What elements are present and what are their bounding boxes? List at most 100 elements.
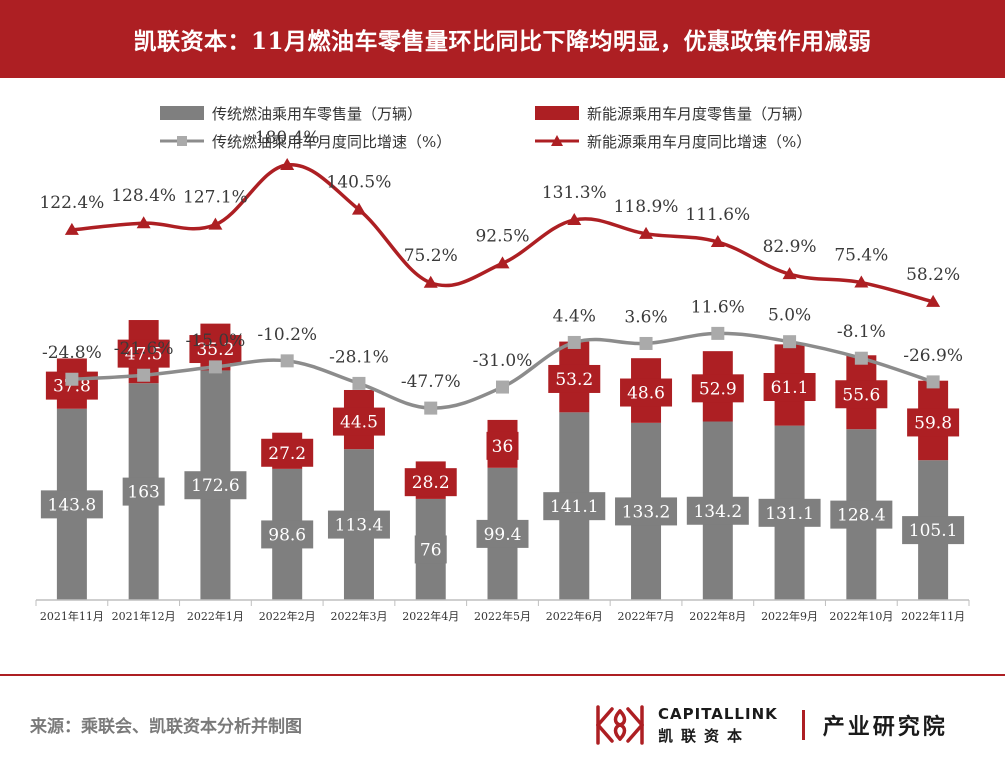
bar-nev-label-box <box>620 378 673 407</box>
bar-fuel-label-box <box>40 490 103 519</box>
label-fuel-yoy: -26.9% <box>903 346 963 366</box>
bar-fuel-label: 134.2 <box>693 502 742 522</box>
label-fuel-yoy: 3.6% <box>624 307 667 327</box>
label-fuel-yoy: -10.2% <box>257 325 317 345</box>
label-fuel-yoy: 4.4% <box>553 306 596 326</box>
bar-fuel-label: 105.1 <box>909 521 958 541</box>
marker-nev-yoy <box>280 157 295 170</box>
marker-fuel-yoy <box>208 360 222 374</box>
bar-nev-label-box <box>189 335 242 364</box>
x-tick-label: 2022年10月 <box>829 609 893 623</box>
bar-fuel-label: 133.2 <box>622 502 671 522</box>
bar-fuel-label-box <box>902 516 965 545</box>
marker-nev-yoy <box>710 235 725 248</box>
bar-fuel-label-box <box>543 492 606 521</box>
institute-name: 产业研究院 <box>822 714 948 740</box>
bar-nev-label: 28.2 <box>412 473 450 493</box>
bar-nev-label: 48.6 <box>627 384 665 404</box>
bar-fuel-label-box <box>184 471 247 500</box>
marker-nev-yoy <box>64 222 79 235</box>
label-nev-yoy: 131.3% <box>542 183 607 203</box>
marker-nev-yoy <box>854 275 869 288</box>
label-nev-yoy: 128.4% <box>111 186 176 206</box>
label-fuel-yoy: 5.0% <box>768 306 811 326</box>
label-nev-yoy: 127.1% <box>183 188 248 208</box>
x-tick-label: 2022年6月 <box>546 609 603 623</box>
marker-fuel-yoy <box>352 376 366 390</box>
label-nev-yoy: 140.5% <box>327 173 392 193</box>
label-nev-yoy: 118.9% <box>614 197 679 217</box>
label-fuel-yoy: -47.7% <box>401 372 461 392</box>
label-nev-yoy: 180.4% <box>255 128 320 148</box>
chart-legend: 传统燃油乘用车零售量（万辆） 新能源乘用车月度零售量（万辆） 传统燃油乘用车月度同比… <box>160 105 812 151</box>
x-tick-label: 2022年7月 <box>618 609 675 623</box>
x-tick-label: 2022年11月 <box>901 609 965 623</box>
legend-swatch <box>535 106 579 120</box>
marker-fuel-yoy <box>783 335 797 349</box>
label-nev-yoy: 82.9% <box>763 237 817 257</box>
bar-fuel-label: 113.4 <box>335 516 384 536</box>
bar-nev-label: 27.2 <box>268 444 306 464</box>
capitallink-logo-icon <box>596 705 644 745</box>
bar-fuel-label: 163 <box>127 483 159 503</box>
bar-fuel-label: 143.8 <box>48 495 97 515</box>
label-fuel-yoy: -28.1% <box>329 347 389 367</box>
bar-fuel-label-box <box>758 498 821 527</box>
legend-label: 传统燃油乘用车零售量（万辆） <box>212 105 422 123</box>
bar-fuel-label-box <box>686 496 749 525</box>
source-note: 来源：乘联会、凯联资本分析并制图 <box>30 717 302 737</box>
label-fuel-yoy: -15.0% <box>186 331 246 351</box>
line-series: -24.8% -21.6% -15.0% -10.2% -28.1% -47.7% -31.… <box>39 128 963 415</box>
marker-nev-yoy <box>208 217 223 230</box>
marker-fuel-yoy <box>496 380 509 394</box>
title-banner: 凯联资本：11月燃油车零售量环比同比下降均明显，优惠政策作用减弱 <box>0 0 1005 78</box>
brand-wordmark: CAPITALLINK 凯联资本 <box>658 705 778 746</box>
bar-nev-label-box <box>691 374 744 403</box>
x-tick-label: 2022年9月 <box>761 609 818 623</box>
marker-fuel-yoy <box>926 375 940 389</box>
x-tick-label: 2021年11月 <box>40 609 104 623</box>
marker-fuel-yoy <box>137 368 151 382</box>
x-tick-label: 2022年1月 <box>187 609 244 623</box>
bar-fuel-label: 172.6 <box>191 476 240 496</box>
marker-fuel-yoy <box>854 351 868 365</box>
legend-item-2: 新能源乘用车月度零售量（万辆） <box>535 105 812 123</box>
bar-nev-label-box <box>763 373 816 402</box>
bar-nev-label-box <box>404 468 457 497</box>
label-nev-yoy: 122.4% <box>39 193 104 213</box>
bar-fuel-label-box <box>830 500 893 529</box>
bar-nev-label-box <box>117 339 170 368</box>
x-tick-label: 2022年3月 <box>330 609 387 623</box>
legend-label: 传统燃油乘用车月度同比增速（%） <box>212 133 451 151</box>
bar-fuel-label: 128.4 <box>837 506 886 526</box>
marker-nev-yoy <box>782 267 797 280</box>
label-nev-yoy: 75.4% <box>834 246 888 266</box>
bar-nev-label: 61.1 <box>771 378 809 398</box>
bar-nev-label: 55.6 <box>842 385 880 405</box>
marker-nev-yoy <box>495 256 510 269</box>
sales-chart: 传统燃油乘用车零售量（万辆） 新能源乘用车月度零售量（万辆） 传统燃油乘用车月度同比… <box>35 105 970 623</box>
bar-nev-label-box <box>332 407 385 436</box>
bar-fuel-label-box <box>122 477 165 506</box>
bar-fuel-label-box <box>476 519 529 548</box>
bar-series: 143.8 37.8 163 47.5 172.6 35.2 98.6 27.2 113.4 44… <box>40 320 965 600</box>
legend-label: 新能源乘用车月度同比增速（%） <box>587 133 811 151</box>
marker-fuel-yoy <box>567 335 581 349</box>
bar-nev-label: 35.2 <box>196 340 234 360</box>
bar-nev-label: 52.9 <box>699 379 737 399</box>
bar-fuel-label-box <box>261 520 314 549</box>
x-tick-label: 2022年5月 <box>474 609 531 623</box>
legend-item-4: 新能源乘用车月度同比增速（%） <box>535 133 811 151</box>
bar-fuel-label: 141.1 <box>550 497 599 517</box>
marker-nev-yoy <box>567 212 582 225</box>
bar-nev-label: 47.5 <box>125 345 163 365</box>
marker-nev-yoy <box>136 216 151 229</box>
bar-fuel-label-box <box>615 497 678 526</box>
bar-nev-label: 59.8 <box>914 413 952 433</box>
x-tick-label: 2022年2月 <box>259 609 316 623</box>
bar-fuel-label: 98.6 <box>268 525 306 545</box>
marker-fuel-yoy <box>711 326 725 340</box>
marker-fuel-yoy <box>424 401 438 415</box>
label-nev-yoy: 111.6% <box>685 205 750 225</box>
legend-item-3: 传统燃油乘用车月度同比增速（%） <box>160 133 451 151</box>
